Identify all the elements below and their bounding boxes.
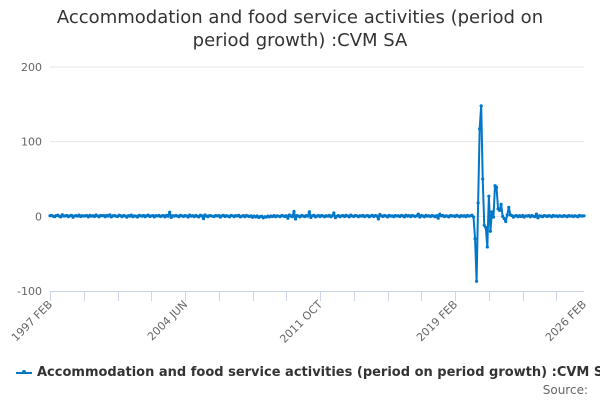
- x-tick-label: 2004 JUN: [145, 298, 190, 343]
- data-point: [474, 279, 479, 283]
- data-point: [476, 201, 480, 205]
- data-point: [290, 215, 295, 219]
- data-point: [487, 194, 491, 198]
- data-point: [284, 214, 288, 218]
- data-point: [332, 211, 336, 215]
- data-point: [330, 214, 334, 218]
- data-point: [499, 202, 503, 206]
- series-line: [49, 104, 585, 283]
- data-point: [490, 210, 494, 214]
- y-tick-label: -100: [17, 285, 42, 298]
- legend-label: Accommodation and food service activitie…: [37, 365, 600, 380]
- data-point: [582, 214, 586, 218]
- data-point: [292, 209, 296, 214]
- data-point: [478, 127, 482, 131]
- legend-line-marker-icon: [16, 370, 32, 374]
- data-point: [416, 212, 420, 216]
- data-point: [484, 225, 488, 230]
- data-point: [504, 219, 508, 224]
- data-point: [376, 217, 380, 221]
- y-tick-label: 100: [21, 136, 42, 149]
- source-label: Source:: [542, 383, 588, 397]
- data-point: [435, 214, 439, 218]
- data-point: [507, 205, 511, 209]
- data-point: [534, 212, 539, 216]
- y-tick-label: 200: [21, 61, 42, 74]
- data-point: [488, 229, 492, 233]
- data-point: [200, 214, 204, 218]
- data-point: [479, 104, 483, 108]
- chart-title: Accommodation and food service activitie…: [0, 6, 600, 52]
- data-point: [306, 214, 310, 218]
- data-point: [482, 223, 486, 227]
- data-point: [293, 217, 298, 221]
- x-tick-label: 1997 FEB: [9, 298, 55, 344]
- data-point: [166, 214, 170, 218]
- data-point: [471, 215, 476, 219]
- data-point: [501, 214, 505, 218]
- x-tick-label: 2026 FEB: [543, 298, 589, 344]
- data-point: [307, 210, 311, 214]
- data-point: [533, 215, 537, 219]
- x-tick-label: 2019 FEB: [414, 298, 460, 344]
- x-tick-label: 2011 OCT: [277, 298, 325, 346]
- data-point: [494, 185, 499, 189]
- data-point: [473, 237, 477, 241]
- data-point: [168, 210, 172, 214]
- data-point: [436, 216, 440, 220]
- data-point: [201, 216, 206, 221]
- data-point: [375, 214, 379, 218]
- data-point: [498, 208, 502, 212]
- data-point: [502, 216, 506, 221]
- y-tick-label: 0: [35, 210, 42, 223]
- chart-title-line: period growth) :CVM SA: [192, 30, 408, 51]
- data-point: [485, 245, 489, 249]
- chart-title-line: Accommodation and food service activitie…: [56, 7, 544, 28]
- legend-item[interactable]: Accommodation and food service activitie…: [16, 365, 600, 380]
- data-point: [286, 216, 290, 220]
- data-point: [505, 213, 509, 217]
- data-point: [491, 215, 496, 219]
- data-point: [481, 177, 485, 181]
